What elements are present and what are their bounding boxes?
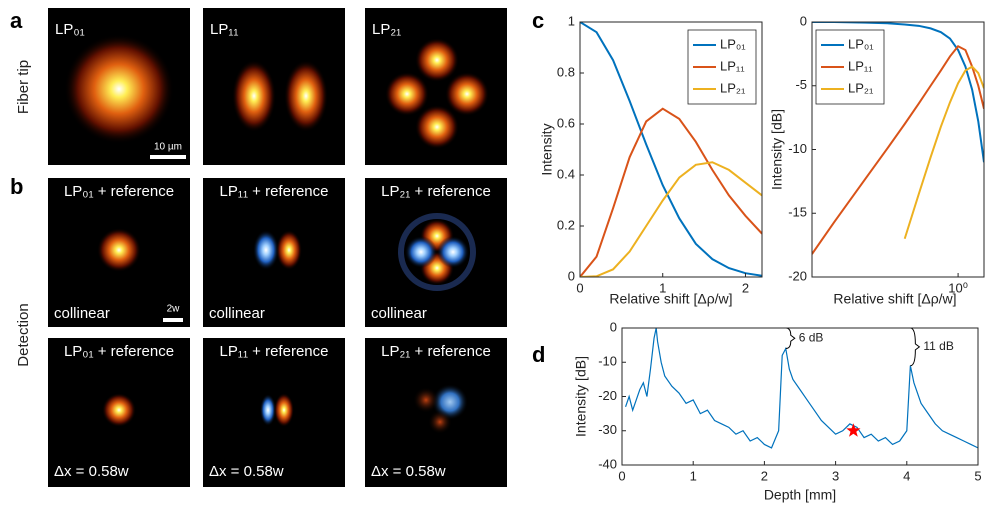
star-marker (846, 423, 861, 437)
x-axis-label: Relative shift [Δρ/w] (833, 291, 956, 307)
axes-box (579, 21, 763, 278)
image-title: LP₀₁ + reference (64, 343, 174, 360)
x-tick-label: 2 (761, 468, 768, 483)
mode-lobe (428, 410, 452, 434)
y-tick-label: -20 (788, 268, 807, 283)
y-tick-label: 1 (568, 13, 575, 28)
legend-label: LP₀₁ (848, 36, 874, 51)
annotation-bracket (785, 327, 796, 350)
y-tick-label: 0 (568, 268, 575, 283)
data-line (580, 107, 762, 277)
y-tick-label: -5 (795, 77, 807, 92)
image-note: Δx = 0.58w (54, 463, 129, 480)
y-tick-label: -30 (598, 422, 617, 437)
image-title: LP₀₁ (55, 21, 85, 38)
mode-lobe (385, 72, 429, 116)
image-title: LP₁₁ + reference (220, 343, 329, 360)
annotation: 6 dB (799, 330, 824, 344)
image-title: LP₁₁ (210, 21, 238, 38)
mode-lobe (415, 38, 459, 82)
image-title: LP₁₁ + reference (220, 183, 329, 200)
images (48, 8, 507, 487)
mode-lobe (413, 387, 439, 413)
image-note: collinear (371, 305, 427, 322)
data-line (624, 328, 978, 449)
image-title: LP₀₁ + reference (64, 183, 174, 200)
x-tick-label: 0 (576, 280, 583, 295)
row-label: Detection (15, 303, 32, 366)
y-tick-label: 0.8 (557, 64, 575, 79)
legend-label: LP₂₁ (720, 80, 746, 95)
y-tick-label: -10 (598, 354, 617, 369)
legend-label: LP₁₁ (720, 58, 745, 73)
image-note: collinear (54, 305, 110, 322)
scale-bar (163, 318, 183, 322)
data-line (580, 22, 762, 277)
mode-lobe (276, 230, 302, 270)
image-title: LP₂₁ + reference (381, 183, 491, 200)
data-line (812, 44, 984, 255)
x-tick-label: 4 (903, 468, 910, 483)
mode-lobe (284, 60, 328, 132)
data-line (903, 65, 984, 240)
y-tick-label: 0.4 (557, 166, 575, 181)
panel-label: c (532, 8, 544, 33)
panel-label: d (532, 342, 545, 367)
mode-lobe (405, 236, 437, 268)
data-line (580, 161, 762, 277)
y-tick-label: -15 (788, 205, 807, 220)
image-title: LP₂₁ + reference (381, 343, 491, 360)
x-tick-label: 10⁰ (948, 280, 968, 295)
mode-lobe (437, 236, 469, 268)
y-axis-label: Intensity [dB] (769, 109, 785, 190)
panel-label: a (10, 8, 23, 33)
scale-bar-label: 10 µm (154, 142, 182, 153)
y-tick-label: -10 (788, 141, 807, 156)
legend-label: LP₂₁ (848, 80, 874, 95)
x-tick-label: 3 (832, 468, 839, 483)
legend-label: LP₀₁ (720, 36, 746, 51)
x-tick-label: 1 (690, 468, 697, 483)
y-axis-label: Intensity (539, 123, 555, 175)
panel-label: b (10, 174, 23, 199)
mode-lobe (260, 394, 276, 426)
mode-lobe (97, 228, 141, 272)
annotation-bracket (910, 327, 921, 367)
image-note: collinear (209, 305, 265, 322)
x-tick-label: 1 (659, 280, 666, 295)
x-tick-label: 0 (618, 468, 625, 483)
mode-lobe (415, 105, 459, 149)
x-axis-label: Depth [mm] (764, 487, 836, 503)
y-tick-label: 0 (800, 13, 807, 28)
y-tick-label: 0.6 (557, 115, 575, 130)
image-title: LP₂₁ (372, 21, 401, 38)
image-note: Δx = 0.58w (371, 463, 446, 480)
mode-lobe (253, 230, 279, 270)
y-tick-label: 0 (610, 319, 617, 334)
scale-bar-label: 2w (167, 304, 181, 315)
y-tick-label: -20 (598, 388, 617, 403)
x-tick-label: 5 (974, 468, 981, 483)
mode-lobe (232, 60, 276, 132)
mode-ring (398, 213, 476, 291)
legend-label: LP₁₁ (848, 58, 873, 73)
mode-lobe (64, 34, 174, 144)
data-line (812, 22, 984, 163)
image-note: Δx = 0.58w (209, 463, 284, 480)
scale-bar (150, 155, 186, 159)
y-tick-label: -40 (598, 456, 617, 471)
y-tick-label: 0.2 (557, 217, 575, 232)
mode-lobe (274, 393, 294, 427)
x-axis-label: Relative shift [Δρ/w] (609, 291, 732, 307)
annotation: 11 dB (923, 339, 953, 353)
mode-lobe (102, 393, 136, 427)
y-axis-label: Intensity [dB] (573, 356, 589, 437)
mode-lobe (445, 72, 489, 116)
row-label: Fiber tip (15, 60, 32, 114)
x-tick-label: 2 (742, 280, 749, 295)
